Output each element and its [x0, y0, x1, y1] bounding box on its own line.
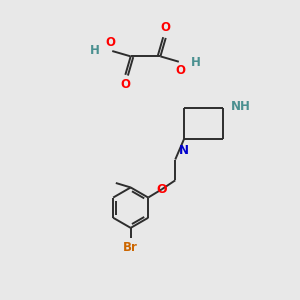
Text: Br: Br — [123, 241, 138, 254]
Text: O: O — [156, 183, 166, 196]
Text: H: H — [90, 44, 100, 57]
Text: O: O — [161, 21, 171, 34]
Text: H: H — [191, 56, 201, 69]
Text: O: O — [120, 78, 130, 92]
Text: O: O — [106, 36, 116, 49]
Text: NH: NH — [231, 100, 251, 113]
Text: O: O — [175, 64, 185, 77]
Text: N: N — [178, 144, 189, 157]
